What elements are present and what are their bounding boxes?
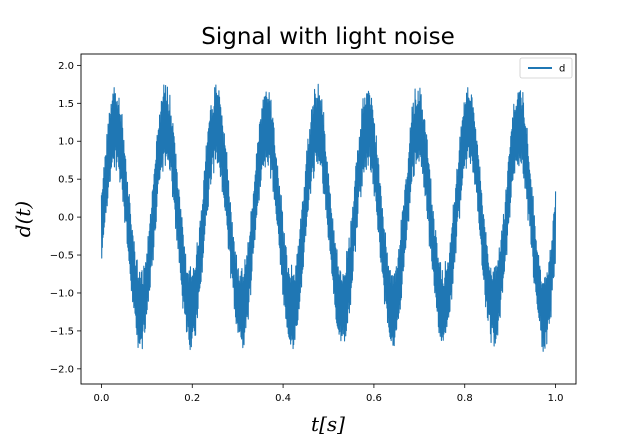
- x-tick-label: 1.0: [548, 393, 564, 404]
- y-tick-label: −2.0: [50, 364, 74, 375]
- series-d-line: [100, 83, 557, 352]
- x-tick-label: 0.6: [366, 393, 382, 404]
- y-tick-label: −1.5: [50, 326, 74, 337]
- y-tick-label: 0.0: [58, 213, 74, 224]
- y-tick-label: 1.0: [58, 137, 74, 148]
- axes-frame: [80, 53, 577, 385]
- y-tick-label: 2.0: [58, 61, 74, 72]
- x-axis-label: t[s]: [311, 412, 345, 436]
- plot-area: [100, 83, 557, 352]
- y-tick-label: 0.5: [58, 175, 74, 186]
- legend: d: [519, 57, 573, 79]
- x-tick-label: 0.4: [275, 393, 291, 404]
- y-axis-label: d(t): [11, 201, 35, 237]
- y-axis: −2.0 −1.5 −1.0 −0.5 0.0 0.5 1.0 1.5 2.0: [50, 61, 81, 375]
- x-tick-label: 0.2: [184, 393, 200, 404]
- y-tick-label: −1.0: [50, 288, 74, 299]
- y-tick-label: −0.5: [50, 251, 74, 262]
- chart-title: Signal with light noise: [201, 24, 455, 50]
- y-tick-label: 1.5: [58, 99, 74, 110]
- legend-label-d: d: [559, 64, 565, 75]
- x-axis: 0.0 0.2 0.4 0.6 0.8 1.0: [93, 384, 564, 404]
- x-tick-label: 0.8: [457, 393, 473, 404]
- x-tick-label: 0.0: [93, 393, 109, 404]
